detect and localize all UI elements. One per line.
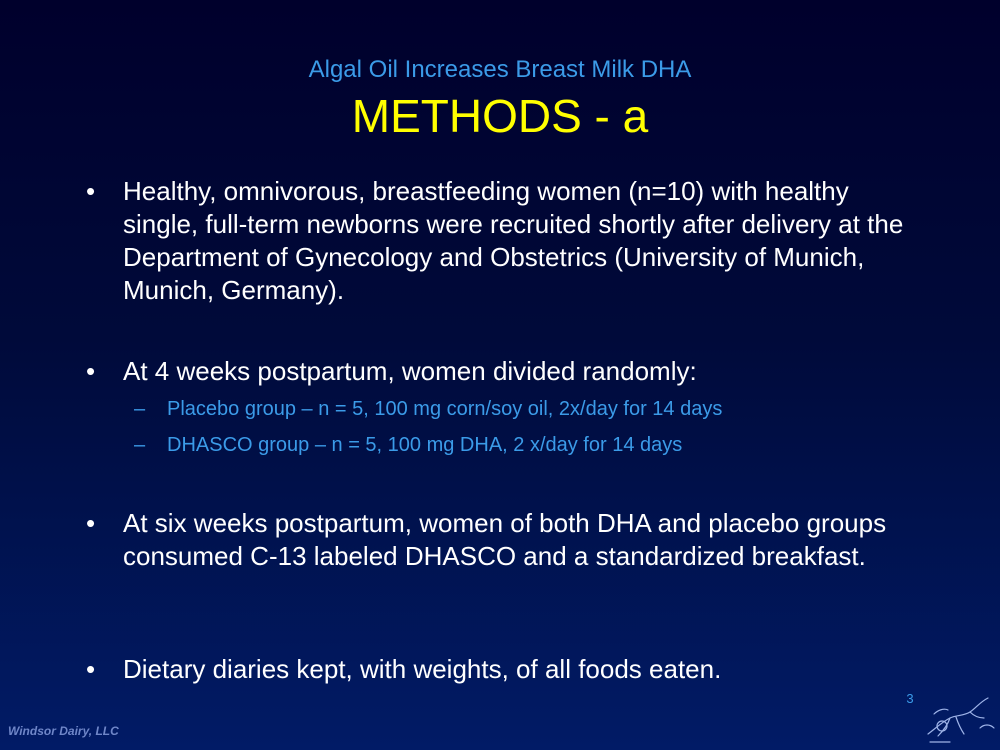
sub-bullet-marker: –	[134, 432, 145, 458]
bullet-marker: •	[86, 653, 106, 686]
bullet-text: Dietary diaries kept, with weights, of a…	[123, 653, 923, 686]
slide-subtitle: Algal Oil Increases Breast Milk DHA	[0, 56, 1000, 84]
sub-bullet-text: Placebo group – n = 5, 100 mg corn/soy o…	[167, 396, 887, 422]
slide-title: METHODS - a	[0, 88, 1000, 144]
bullet-marker: •	[86, 355, 106, 388]
footer-company-name: Windsor Dairy, LLC	[8, 724, 119, 738]
sub-bullet-text: DHASCO group – n = 5, 100 mg DHA, 2 x/da…	[167, 432, 887, 458]
bullet-marker: •	[86, 175, 106, 208]
windsor-dairy-logo-icon	[920, 688, 998, 748]
bullet-text: Healthy, omnivorous, breastfeeding women…	[123, 175, 923, 307]
bullet-text: At 4 weeks postpartum, women divided ran…	[123, 355, 923, 388]
page-number: 3	[900, 691, 920, 706]
sub-bullet-marker: –	[134, 396, 145, 422]
bullet-text: At six weeks postpartum, women of both D…	[123, 507, 923, 573]
bullet-marker: •	[86, 507, 106, 540]
